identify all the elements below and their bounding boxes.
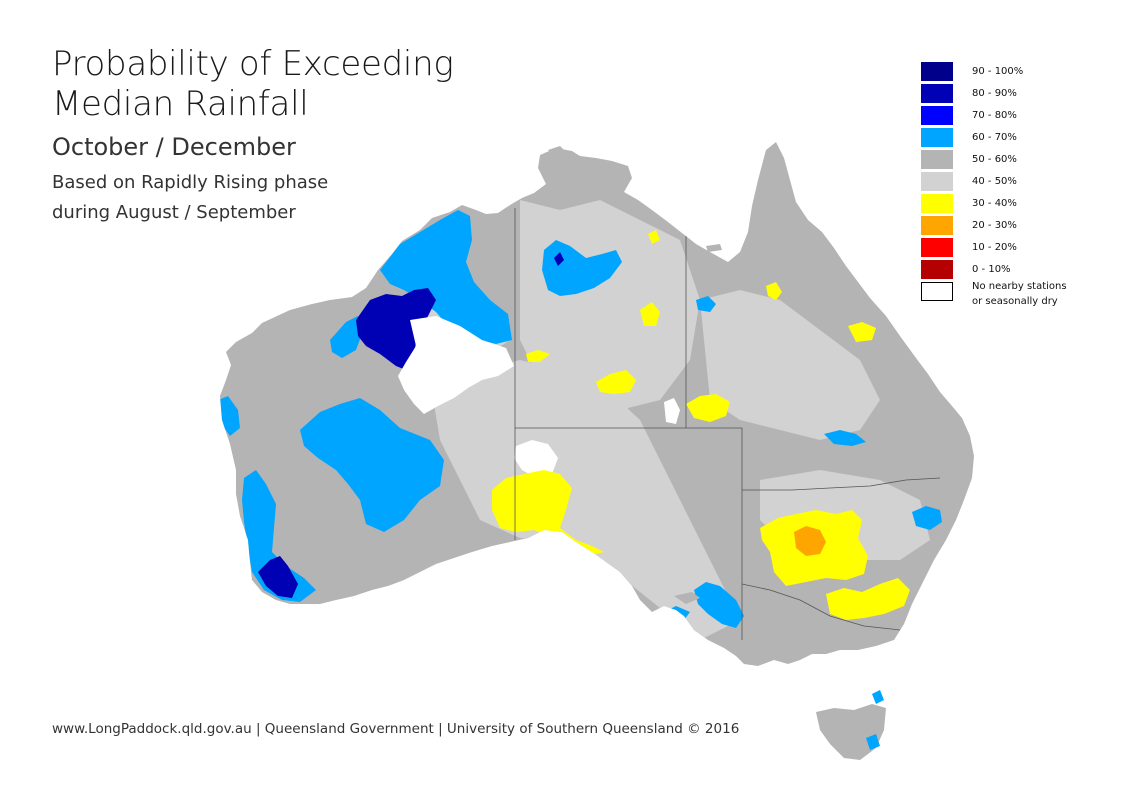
map-title-line-1: Probability of Exceeding: [52, 44, 454, 84]
legend-item: 60 - 70%: [921, 127, 1111, 149]
zone-60-70-central-wa: [300, 398, 444, 532]
legend-item: 70 - 80%: [921, 105, 1111, 127]
rainfall-zones: [220, 200, 942, 640]
legend-item: 30 - 40%: [921, 193, 1111, 215]
zone-60-70-southeast-sa: [694, 582, 744, 628]
zone-30-40-nt-north: [648, 230, 660, 244]
legend-label: 60 - 70%: [972, 132, 1017, 143]
zone-30-40-sa: [492, 470, 604, 556]
zone-60-70-qld-west: [696, 296, 716, 312]
legend-swatch: [921, 194, 953, 213]
legend-label: 50 - 60%: [972, 154, 1017, 165]
legend-swatch: [921, 172, 953, 191]
zone-30-40-wa-east: [526, 350, 550, 362]
legend-swatch: [921, 84, 953, 103]
legend-label: 0 - 10%: [972, 264, 1011, 275]
zone-60-70-nt-north: [542, 240, 622, 296]
zone-30-40-qld-south: [686, 394, 730, 422]
legend-swatch: [921, 128, 953, 147]
zone-30-40-victoria: [826, 578, 910, 620]
phase-note-line-2: during August / September: [52, 202, 296, 223]
footer-credits: www.LongPaddock.qld.gov.au | Queensland …: [52, 721, 740, 737]
title-block: Probability of Exceeding Median Rainfall…: [52, 44, 454, 228]
legend-item: 50 - 60%: [921, 149, 1111, 171]
zone-60-70-qld-inland: [824, 430, 866, 446]
legend-label: 10 - 20%: [972, 242, 1017, 253]
island: [548, 146, 568, 158]
legend-swatch: [921, 216, 953, 235]
no-data-line-2: or seasonally dry: [972, 296, 1058, 307]
phase-note-line-1: Based on Rapidly Rising phase: [52, 172, 329, 193]
legend-swatch: [921, 62, 953, 81]
tasmania-base: [816, 704, 886, 760]
zone-60-70-southwest: [242, 470, 316, 602]
zone-30-40-nt-centre: [596, 370, 636, 394]
legend-swatch-no-data: [921, 282, 953, 301]
legend-swatch: [921, 150, 953, 169]
map-subtitle: October / December: [52, 133, 296, 161]
australia-rainfall-map: [220, 142, 974, 760]
legend: 90 - 100% 80 - 90% 70 - 80% 60 - 70% 50 …: [921, 61, 1111, 311]
legend-swatch: [921, 260, 953, 279]
phase-note: Based on Rapidly Rising phase during Aug…: [52, 168, 453, 228]
zone-60-70-nsw-coast: [912, 506, 942, 530]
island: [674, 592, 700, 604]
legend-label: 80 - 90%: [972, 88, 1017, 99]
legend-label: 40 - 50%: [972, 176, 1017, 187]
legend-label: 90 - 100%: [972, 66, 1024, 77]
legend-label: 20 - 30%: [972, 220, 1017, 231]
border-nsw-vic: [741, 583, 901, 631]
tasmania-60-70-east: [866, 734, 880, 750]
map-title-line-2: Median Rainfall: [52, 84, 309, 124]
legend-item: 90 - 100%: [921, 61, 1111, 83]
border-qld-nsw: [742, 477, 941, 491]
legend-label: 70 - 80%: [972, 110, 1017, 121]
legend-item: 20 - 30%: [921, 215, 1111, 237]
zone-60-70-kimberley: [380, 210, 512, 344]
legend-swatch: [921, 106, 953, 125]
zone-40-50-qld: [700, 290, 880, 440]
zone-80-90-pilbara: [356, 288, 436, 370]
legend-item: 80 - 90%: [921, 83, 1111, 105]
legend-swatch: [921, 238, 953, 257]
legend-item: 0 - 10%: [921, 259, 1111, 281]
zone-20-30-nsw: [794, 526, 826, 556]
zone-30-40-qld-east: [848, 322, 876, 342]
zone-no-data-gibson: [398, 316, 514, 414]
tasmania-60-70-north: [872, 690, 884, 704]
island: [706, 244, 722, 252]
zone-30-40-nt-mid: [640, 302, 660, 326]
zone-no-data-sa: [514, 440, 558, 478]
no-data-line-1: No nearby stations: [972, 281, 1067, 292]
zone-60-70-pilbara-west: [330, 316, 362, 358]
islands: [548, 146, 722, 604]
zone-30-40-qld-north: [766, 282, 782, 300]
state-borders: [514, 208, 941, 640]
zone-no-data-qld: [664, 398, 680, 424]
zone-80-90-southwest: [258, 556, 298, 598]
zone-40-50-sa: [560, 450, 660, 540]
legend-item: 40 - 50%: [921, 171, 1111, 193]
legend-label-no-data: No nearby stations or seasonally dry: [972, 281, 1067, 308]
zone-80-90-nt: [554, 252, 564, 266]
legend-item-no-data: No nearby stations or seasonally dry: [921, 281, 1111, 311]
tasmania: [816, 690, 886, 760]
legend-label: 30 - 40%: [972, 198, 1017, 209]
legend-item: 10 - 20%: [921, 237, 1111, 259]
